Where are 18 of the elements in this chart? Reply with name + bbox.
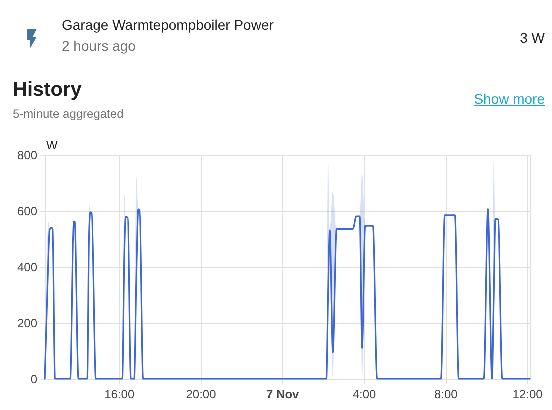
x-tick-label: 12:00 [512,388,544,402]
chart-title: History [13,79,82,102]
y-tick-label: 0 [30,372,38,386]
y-axis-title: W [46,138,58,152]
x-tick-label: 16:00 [104,388,135,402]
text: 2 hours ago [62,38,136,54]
x-tick-label: 8:00 [434,388,458,402]
y-tick-label: 800 [17,148,38,162]
x-tick-label: 7 Nov [266,388,300,402]
x-tick-label: 20:00 [186,388,217,402]
y-tick-label: 200 [17,316,38,330]
text: Garage Warmtepompboiler Power [62,17,274,34]
text: 3 W [520,30,545,46]
chart-subtitle: 5-minute aggregated [13,107,124,122]
y-tick-label: 600 [17,204,38,218]
text: Show more [474,91,545,108]
y-tick-label: 400 [17,260,38,274]
x-tick-label: 4:00 [352,388,377,402]
